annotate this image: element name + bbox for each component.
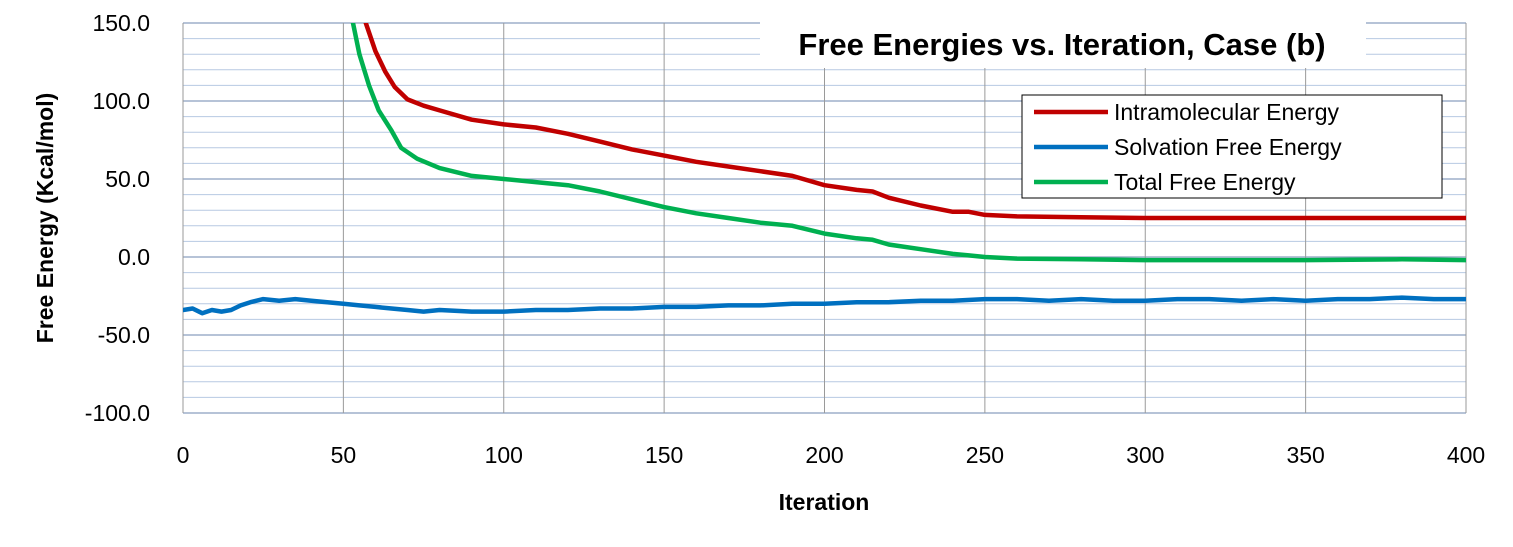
legend-label: Total Free Energy [1114,169,1296,195]
x-axis-title: Iteration [779,489,870,515]
x-tick-label: 150 [645,442,683,468]
y-tick-label: 50.0 [105,166,150,192]
x-tick-label: 50 [331,442,357,468]
x-tick-label: 300 [1126,442,1164,468]
legend: Intramolecular Energy Solvation Free Ener… [1021,94,1443,199]
y-tick-label: 100.0 [92,88,150,114]
y-tick-label: -50.0 [98,322,150,348]
x-tick-label: 250 [966,442,1004,468]
y-tick-label: 0.0 [118,244,150,270]
x-tick-label: 200 [805,442,843,468]
chart-title: Free Energies vs. Iteration, Case (b) [798,27,1325,62]
series-line-total-free-energy [350,23,1466,263]
x-tick-label: 100 [485,442,523,468]
legend-label: Solvation Free Energy [1114,134,1342,160]
x-tick-label: 400 [1447,442,1485,468]
y-tick-label: -100.0 [85,400,150,426]
x-tick-label: 350 [1286,442,1324,468]
legend-label: Intramolecular Energy [1114,99,1339,125]
y-axis-title: Free Energy (Kcal/mol) [32,93,58,344]
chart-title-box [760,20,1366,68]
series-line-solvation-free-energy [183,295,1466,316]
series-line-intramolecular-energy [363,23,1466,221]
x-tick-label: 0 [177,442,190,468]
y-tick-label: 150.0 [92,10,150,36]
tick-labels: 0 50 100 150 200 250 300 350 400 150.0 100.0 50.0 0.… [85,10,1485,468]
series-lines [183,23,1466,316]
